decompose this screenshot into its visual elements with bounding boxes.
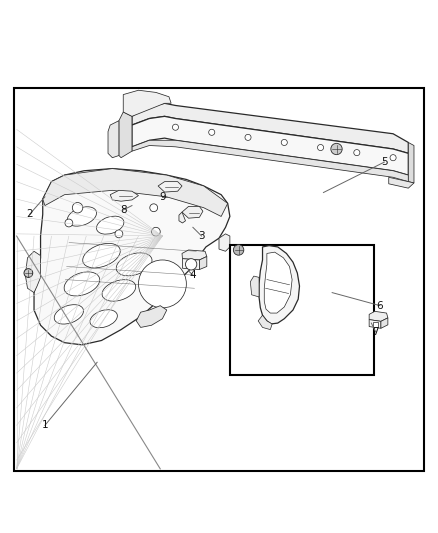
Bar <box>373 322 378 327</box>
Text: 3: 3 <box>198 231 205 241</box>
Polygon shape <box>389 177 414 188</box>
Polygon shape <box>369 320 381 328</box>
Ellipse shape <box>116 253 152 276</box>
Circle shape <box>245 134 251 140</box>
Bar <box>14 88 424 471</box>
Circle shape <box>72 203 83 213</box>
Ellipse shape <box>64 272 100 296</box>
Circle shape <box>150 204 158 212</box>
Polygon shape <box>182 250 207 260</box>
Circle shape <box>185 259 197 270</box>
Ellipse shape <box>83 244 120 268</box>
Polygon shape <box>259 246 300 324</box>
Ellipse shape <box>96 216 124 234</box>
Polygon shape <box>132 140 408 182</box>
Bar <box>230 245 374 375</box>
Circle shape <box>152 228 160 236</box>
Polygon shape <box>108 120 119 158</box>
Circle shape <box>208 130 215 135</box>
Polygon shape <box>258 315 272 329</box>
Circle shape <box>331 143 342 155</box>
Polygon shape <box>132 103 408 154</box>
Circle shape <box>390 155 396 161</box>
Text: 6: 6 <box>377 301 383 311</box>
Polygon shape <box>381 318 388 328</box>
Polygon shape <box>251 276 259 297</box>
Polygon shape <box>43 168 228 216</box>
Polygon shape <box>110 190 138 201</box>
Polygon shape <box>179 212 185 223</box>
Polygon shape <box>123 90 171 116</box>
Polygon shape <box>199 256 207 270</box>
Polygon shape <box>183 259 199 270</box>
Circle shape <box>318 144 324 151</box>
Text: 5: 5 <box>381 157 388 167</box>
Polygon shape <box>264 252 292 313</box>
Polygon shape <box>132 116 408 175</box>
Circle shape <box>173 124 179 130</box>
Ellipse shape <box>54 305 84 324</box>
Text: 4: 4 <box>190 270 196 280</box>
Polygon shape <box>25 251 41 293</box>
Circle shape <box>354 150 360 156</box>
Text: 7: 7 <box>372 327 379 337</box>
Polygon shape <box>369 311 388 321</box>
Polygon shape <box>182 206 203 218</box>
Polygon shape <box>119 112 132 158</box>
Polygon shape <box>158 182 182 192</box>
Ellipse shape <box>67 207 96 226</box>
Polygon shape <box>408 142 414 183</box>
Circle shape <box>24 269 33 277</box>
Text: 1: 1 <box>42 421 48 430</box>
Circle shape <box>281 140 287 146</box>
Text: 8: 8 <box>120 205 127 215</box>
Circle shape <box>138 260 186 308</box>
Text: 9: 9 <box>159 192 166 202</box>
Circle shape <box>65 219 73 227</box>
Ellipse shape <box>90 310 117 328</box>
Polygon shape <box>136 305 167 327</box>
Text: 2: 2 <box>26 209 33 219</box>
Circle shape <box>233 245 244 255</box>
Polygon shape <box>34 168 230 345</box>
Polygon shape <box>219 234 230 251</box>
Circle shape <box>115 230 123 238</box>
Ellipse shape <box>102 280 136 301</box>
